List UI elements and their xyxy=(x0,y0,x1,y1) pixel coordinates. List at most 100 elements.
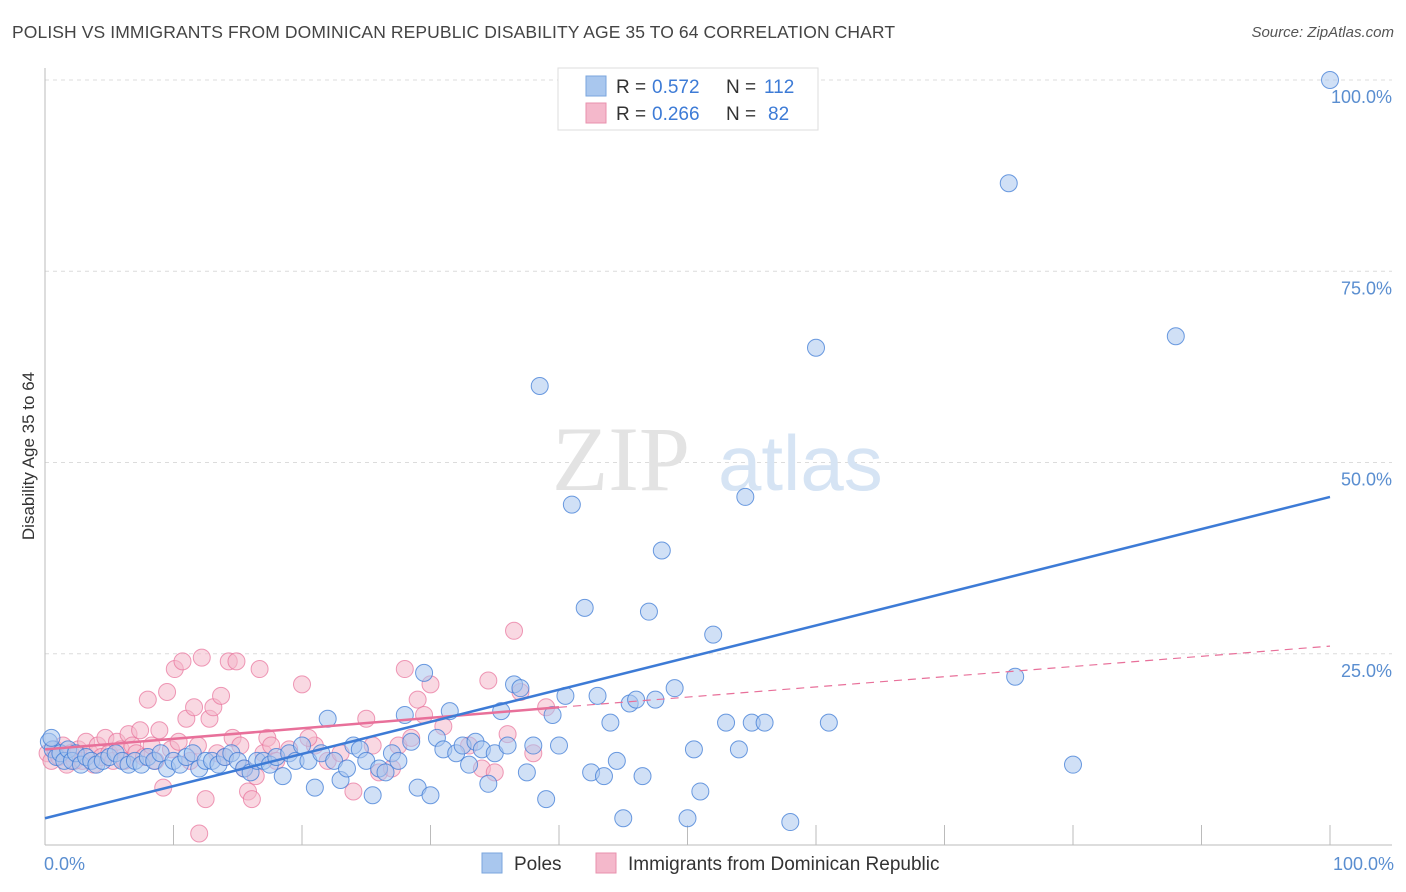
legend-r-value-poles: 0.572 xyxy=(652,77,700,98)
dominican-point-61 xyxy=(293,675,311,694)
poles-point-94 xyxy=(627,690,646,709)
legend-n-label-dominican: N = xyxy=(726,104,756,125)
legend-r-value-dominican: 0.266 xyxy=(652,104,700,125)
legend-n-value-dominican: 82 xyxy=(768,104,789,125)
poles-point-105 xyxy=(729,740,748,759)
dominican-point-87 xyxy=(505,621,524,640)
poles-point-109 xyxy=(781,813,800,832)
dominican-trend-dashed xyxy=(558,645,1331,708)
poles-point-111 xyxy=(819,713,838,732)
poles-point-82 xyxy=(543,705,562,724)
poles-point-108 xyxy=(755,713,774,732)
poles-point-79 xyxy=(524,736,543,755)
dominican-point-85 xyxy=(190,824,209,843)
poles-point-56 xyxy=(376,763,395,782)
poles-point-54 xyxy=(363,786,382,805)
bottom-legend-label-poles: Poles xyxy=(514,854,562,875)
chart-title: POLISH VS IMMIGRANTS FROM DOMINICAN REPU… xyxy=(12,22,896,42)
dominican-point-49 xyxy=(227,652,246,671)
poles-point-106 xyxy=(736,487,755,506)
poles-point-88 xyxy=(588,686,607,705)
y-tick-labels: 25.0% 50.0% 75.0% 100.0% xyxy=(1331,87,1392,681)
top-legend: R = 0.572 N = 112 R = 0.266 N = 82 xyxy=(557,67,819,131)
dominican-trend-solid xyxy=(44,706,560,751)
poles-point-58 xyxy=(389,751,408,770)
poles-point-90 xyxy=(601,713,620,732)
poles-point-100 xyxy=(678,809,697,828)
dominican-point-55 xyxy=(250,660,269,679)
legend-n-label-poles: N = xyxy=(726,77,756,98)
axes xyxy=(44,68,1392,846)
x-tick-label-0: 0.0% xyxy=(44,854,85,874)
source-label: Source: ZipAtlas.com xyxy=(1251,24,1394,41)
y-tick-label-0: 25.0% xyxy=(1341,661,1392,681)
poles-point-92 xyxy=(614,809,633,828)
x-tick-label-1: 100.0% xyxy=(1333,854,1394,874)
poles-point-103 xyxy=(704,625,723,644)
trend-lines xyxy=(44,495,1331,820)
watermark-zip: ZIP xyxy=(552,408,690,510)
dominican-point-41 xyxy=(196,790,215,809)
poles-point-72 xyxy=(479,774,498,793)
poles-point-101 xyxy=(684,740,703,759)
poles-point-63 xyxy=(421,786,440,805)
bottom-legend-swatch-poles xyxy=(481,852,503,874)
poles-point-89 xyxy=(594,767,613,786)
poles-point-104 xyxy=(717,713,736,732)
legend-r-label-dominican: R = xyxy=(616,104,646,125)
poles-point-62 xyxy=(415,663,434,682)
x-tick-labels: 0.0% 100.0% xyxy=(44,854,1394,874)
poles-point-69 xyxy=(460,755,479,774)
bottom-legend: Poles Immigrants from Dominican Republic xyxy=(481,852,940,875)
poles-point-78 xyxy=(517,763,536,782)
legend-swatch-dominican xyxy=(585,102,607,124)
poles-point-50 xyxy=(337,759,356,778)
poles-point-99 xyxy=(665,679,684,698)
dominican-point-35 xyxy=(173,652,192,671)
series-dominican-points xyxy=(38,621,556,843)
series-poles-points xyxy=(39,71,1339,832)
poles-point-98 xyxy=(652,541,671,560)
dominican-point-79 xyxy=(479,671,498,690)
y-axis-label: Disability Age 35 to 64 xyxy=(19,372,38,540)
legend-swatch-poles xyxy=(585,75,607,97)
poles-point-86 xyxy=(575,598,594,617)
dominican-point-40 xyxy=(192,648,211,667)
poles-point-60 xyxy=(402,732,421,751)
poles-point-95 xyxy=(633,767,652,786)
dominican-point-53 xyxy=(242,790,261,809)
poles-point-97 xyxy=(646,690,665,709)
poles-point-115 xyxy=(1166,327,1185,346)
dominican-point-38 xyxy=(185,698,204,717)
legend-n-value-poles: 112 xyxy=(764,77,794,98)
y-tick-label-1: 50.0% xyxy=(1341,470,1392,490)
dominican-point-26 xyxy=(138,690,157,709)
bottom-legend-swatch-dominican xyxy=(595,852,617,874)
poles-point-83 xyxy=(550,736,568,755)
dominican-point-29 xyxy=(150,721,169,740)
poles-point-80 xyxy=(530,377,549,395)
legend-r-label-poles: R = xyxy=(616,77,646,98)
y-tick-label-3: 100.0% xyxy=(1331,87,1392,107)
dominican-point-71 xyxy=(395,660,414,679)
poles-point-96 xyxy=(639,602,658,621)
poles-point-112 xyxy=(999,174,1018,193)
poles-point-75 xyxy=(498,736,517,755)
poles-point-91 xyxy=(607,751,626,770)
poles-point-116 xyxy=(1321,71,1339,89)
poles-trend-line xyxy=(44,495,1331,820)
dominican-point-65 xyxy=(344,782,363,801)
poles-point-110 xyxy=(807,338,825,357)
dominican-point-34 xyxy=(169,732,188,751)
dominican-point-31 xyxy=(158,683,177,701)
dominican-point-45 xyxy=(212,686,231,705)
y-tick-label-2: 75.0% xyxy=(1341,278,1392,298)
bottom-legend-label-dominican: Immigrants from Dominican Republic xyxy=(628,854,940,875)
poles-point-81 xyxy=(537,790,556,809)
poles-point-77 xyxy=(511,679,530,698)
dominican-point-24 xyxy=(131,721,150,740)
poles-point-117 xyxy=(42,728,61,747)
poles-point-102 xyxy=(691,782,710,801)
gridlines xyxy=(45,79,1392,655)
